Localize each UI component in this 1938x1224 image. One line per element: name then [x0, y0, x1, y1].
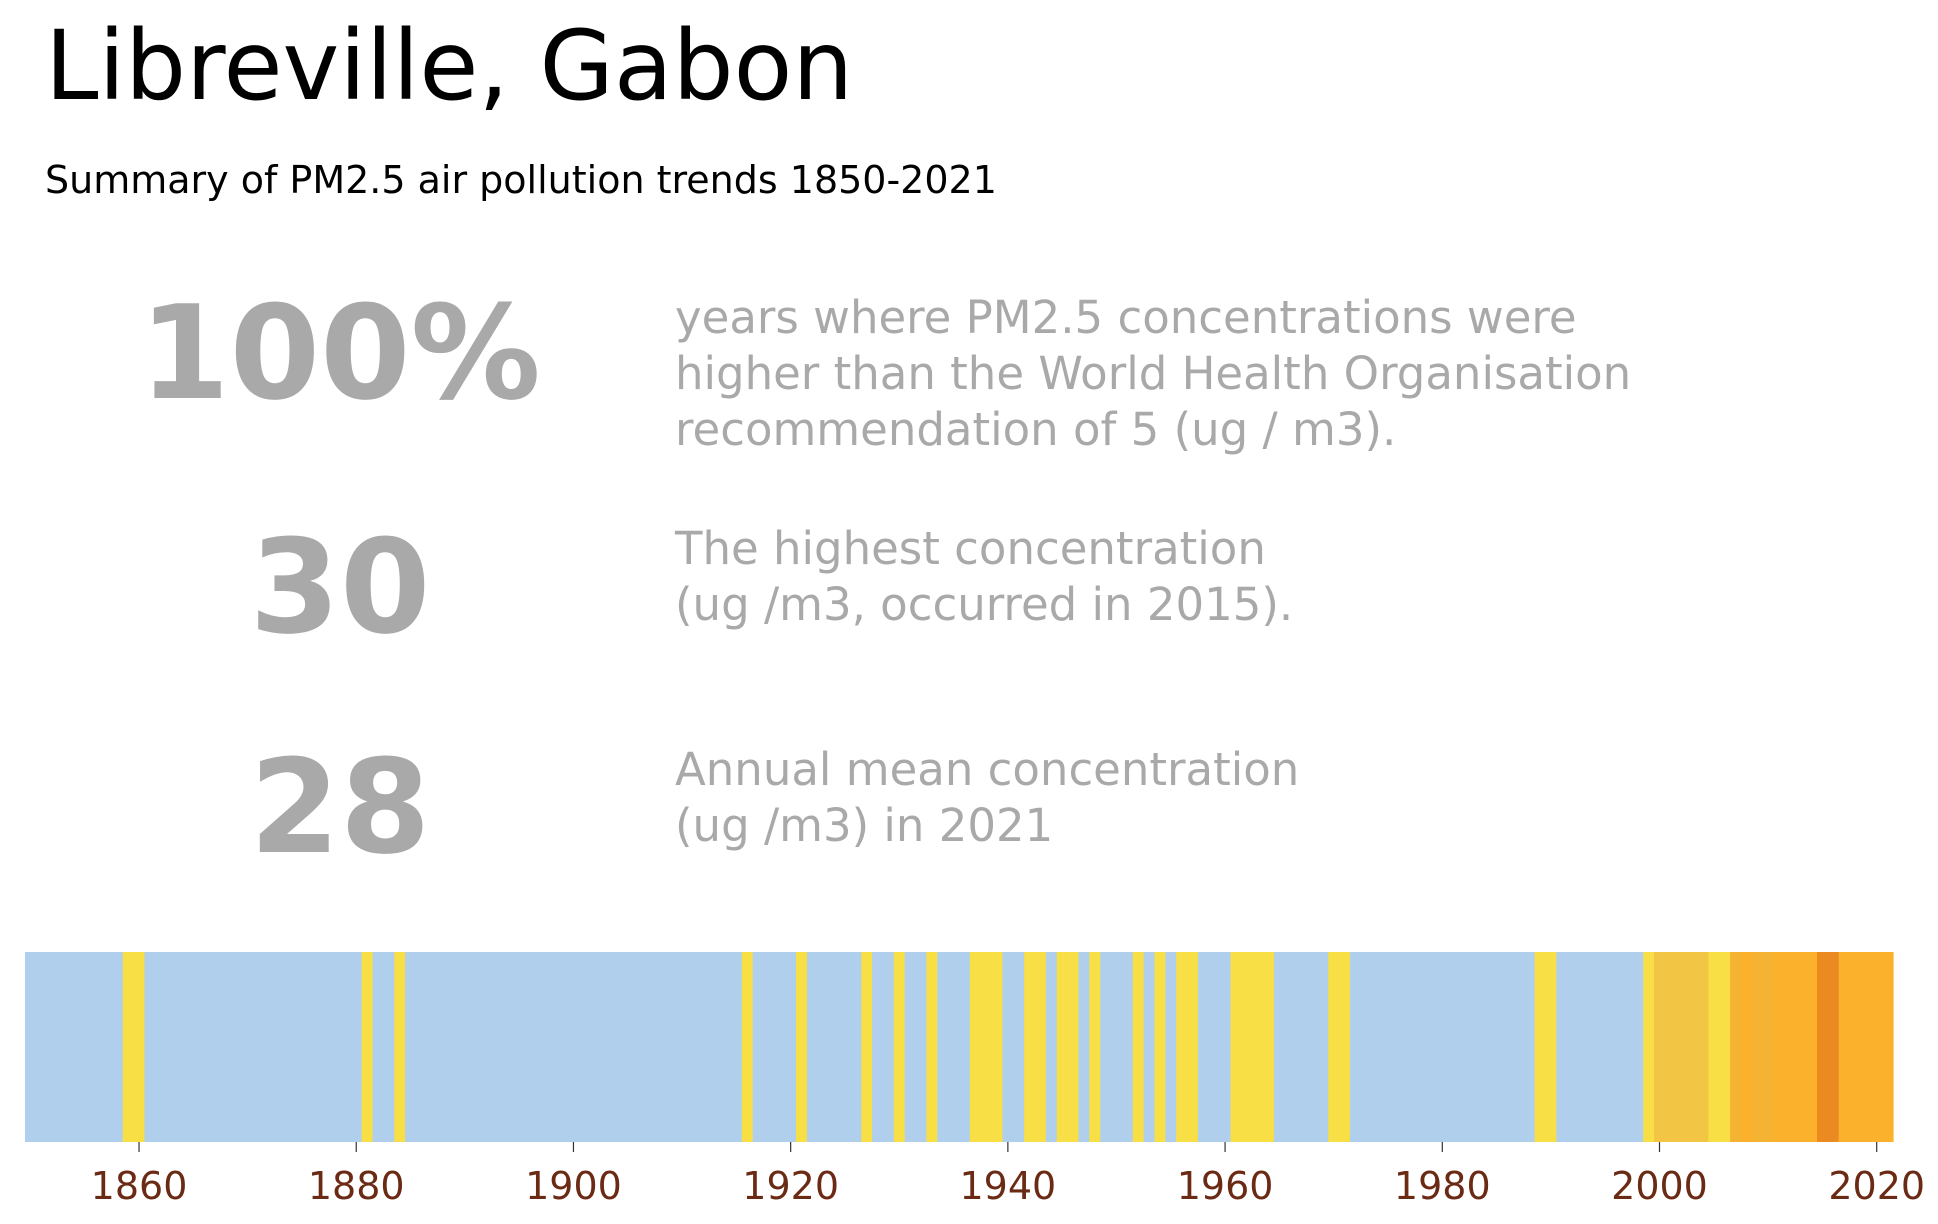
stripe-segment	[1654, 952, 1709, 1142]
stat-highest-value: 30	[249, 511, 431, 663]
stripe-segment	[926, 952, 938, 1142]
stripe-segment	[1045, 952, 1058, 1142]
stripe-segment	[1751, 952, 1775, 1142]
stripe-segment	[1534, 952, 1557, 1142]
stripe-segment	[904, 952, 928, 1142]
stat-mean-description: Annual mean concentration (ug /m3) in 20…	[675, 743, 1300, 852]
stripe-segment	[25, 952, 124, 1142]
stripe-segment	[1838, 952, 1894, 1142]
stripe-segment	[872, 952, 895, 1142]
stripe-segment	[1176, 952, 1199, 1142]
stripe-segment	[1154, 952, 1166, 1142]
stripe-segment	[1328, 952, 1351, 1142]
stripe-segment	[1349, 952, 1536, 1142]
stripe-segment	[1089, 952, 1101, 1142]
stat-mean-value: 28	[249, 731, 431, 883]
stripe-segment	[741, 952, 754, 1142]
x-tick-label: 1940	[960, 1164, 1057, 1208]
stripe-segment	[122, 952, 146, 1142]
stripe-segment	[937, 952, 971, 1142]
page-subtitle: Summary of PM2.5 air pollution trends 18…	[45, 158, 997, 202]
x-tick-label: 1900	[525, 1164, 622, 1208]
stat-highest-description: The highest concentration (ug /m3, occur…	[675, 522, 1294, 631]
stripe-segment	[969, 952, 1004, 1142]
stripe-segment	[361, 952, 374, 1142]
stripe-segment	[1143, 952, 1156, 1142]
stripe-segment	[144, 952, 363, 1142]
stripe-segment	[796, 952, 808, 1142]
stat-exceedance-description: years where PM2.5 concentrations were hi…	[675, 291, 1632, 456]
stripe-segment	[1273, 952, 1329, 1142]
stripe-segment	[806, 952, 862, 1142]
x-tick-label: 1960	[1177, 1164, 1274, 1208]
stripe-segment	[1773, 952, 1818, 1142]
stripe-segment	[893, 952, 906, 1142]
stripe-segment	[1024, 952, 1047, 1142]
stripe-bands	[25, 952, 1894, 1142]
stripe-segment	[405, 952, 743, 1142]
stripe-segment	[1100, 952, 1134, 1142]
x-tick-label: 2000	[1611, 1164, 1708, 1208]
page-title: Libreville, Gabon	[45, 10, 854, 122]
stripe-segment	[1730, 952, 1742, 1142]
stripe-segment	[1740, 952, 1753, 1142]
stripe-segment	[1643, 952, 1655, 1142]
x-tick-label: 2020	[1828, 1164, 1925, 1208]
stripe-segment	[1078, 952, 1090, 1142]
stripe-segment	[1132, 952, 1145, 1142]
stripe-segment	[1556, 952, 1644, 1142]
stripe-segment	[1056, 952, 1080, 1142]
stripe-segment	[861, 952, 873, 1142]
stripe-segment	[1165, 952, 1177, 1142]
x-axis-ticks: 1860 1880 1900 1920 1940 1960 1980 2000 2020	[91, 1142, 1925, 1208]
stripe-segment	[1230, 952, 1275, 1142]
x-tick-label: 1980	[1394, 1164, 1491, 1208]
stripe-segment	[1816, 952, 1840, 1142]
x-tick-label: 1860	[91, 1164, 188, 1208]
stripe-segment	[1002, 952, 1025, 1142]
stripe-segment	[394, 952, 406, 1142]
stripe-segment	[1708, 952, 1731, 1142]
stripe-segment	[752, 952, 797, 1142]
stat-exceedance-value: 100%	[139, 277, 541, 429]
stripe-segment	[1197, 952, 1232, 1142]
x-tick-label: 1880	[308, 1164, 405, 1208]
x-tick-label: 1920	[742, 1164, 839, 1208]
stripe-segment	[372, 952, 395, 1142]
